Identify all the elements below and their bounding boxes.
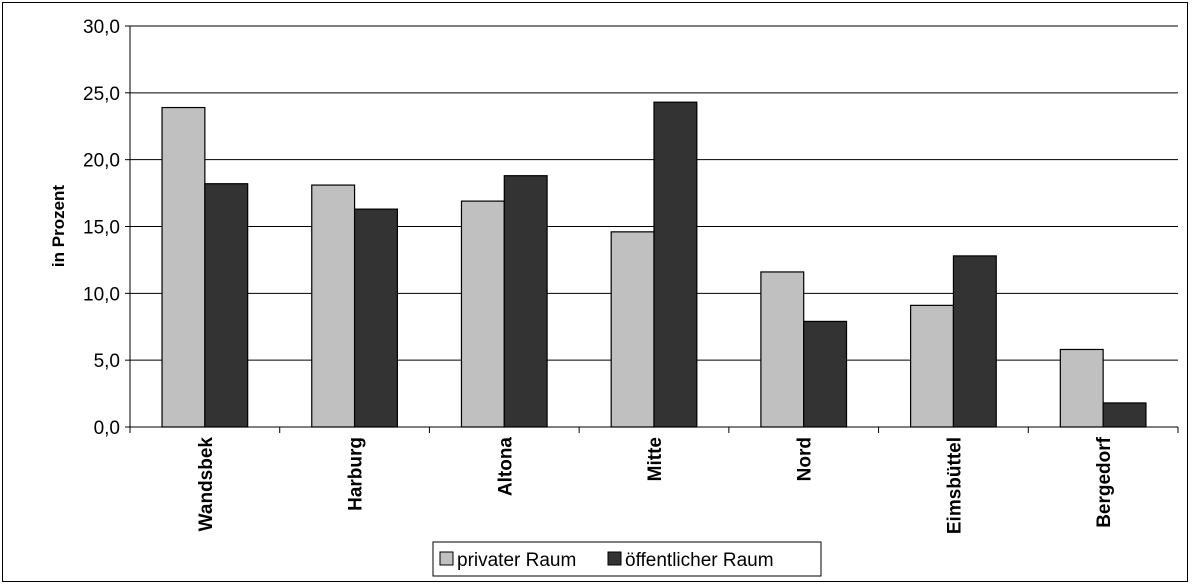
bar-oeffentlicher-raum bbox=[1102, 402, 1147, 428]
legend-label-oeffentlicher-raum: öffentlicher Raum bbox=[625, 550, 774, 571]
gridlines bbox=[130, 25, 1178, 361]
x-tick-label: Eimsbüttel bbox=[944, 437, 965, 534]
bar-privater-raum bbox=[161, 106, 206, 428]
bar-oeffentlicher-raum bbox=[503, 175, 548, 428]
bar-oeffentlicher-raum bbox=[952, 255, 997, 428]
y-tick-label: 10,0 bbox=[83, 284, 120, 305]
y-tick-label: 30,0 bbox=[83, 17, 120, 38]
bar-oeffentlicher-raum bbox=[803, 320, 848, 428]
x-tick-label: Mitte bbox=[645, 437, 666, 481]
legend-swatch-oeffentlicher-raum bbox=[607, 551, 622, 566]
y-tick-label: 20,0 bbox=[83, 151, 120, 172]
bar-privater-raum bbox=[311, 184, 356, 428]
legend: privater Raum öffentlicher Raum bbox=[432, 541, 822, 577]
bar-privater-raum bbox=[610, 231, 655, 428]
bar-oeffentlicher-raum bbox=[204, 183, 249, 428]
y-tick-label: 0,0 bbox=[94, 418, 120, 439]
bar-privater-raum bbox=[910, 304, 955, 428]
legend-label-privater-raum: privater Raum bbox=[457, 550, 576, 571]
y-tick-label: 25,0 bbox=[83, 84, 120, 105]
bar-privater-raum bbox=[460, 200, 505, 428]
x-tick-label: Nord bbox=[795, 437, 816, 481]
x-tick-labels: Wandsbek Harburg Altona Mitte Nord Eimsbüttel… bbox=[129, 427, 1179, 534]
bar-privater-raum bbox=[760, 271, 805, 428]
y-tick-labels: 0,0 5,0 10,0 15,0 20,0 25,0 30,0 bbox=[83, 17, 130, 439]
x-tick-label: Bergedorf bbox=[1094, 436, 1115, 527]
x-tick-label: Wandsbek bbox=[196, 437, 217, 532]
y-axis-title: in Prozent bbox=[49, 185, 68, 268]
y-tick-label: 15,0 bbox=[83, 218, 120, 239]
bars bbox=[161, 101, 1147, 428]
bar-oeffentlicher-raum bbox=[653, 101, 698, 428]
legend-swatch-privater-raum bbox=[439, 551, 454, 566]
bar-privater-raum bbox=[1059, 348, 1104, 428]
legend-box bbox=[432, 541, 822, 577]
x-tick-label: Altona bbox=[495, 437, 516, 497]
y-tick-label: 5,0 bbox=[94, 351, 120, 372]
x-tick-label: Harburg bbox=[346, 437, 367, 511]
bar-oeffentlicher-raum bbox=[353, 208, 398, 428]
